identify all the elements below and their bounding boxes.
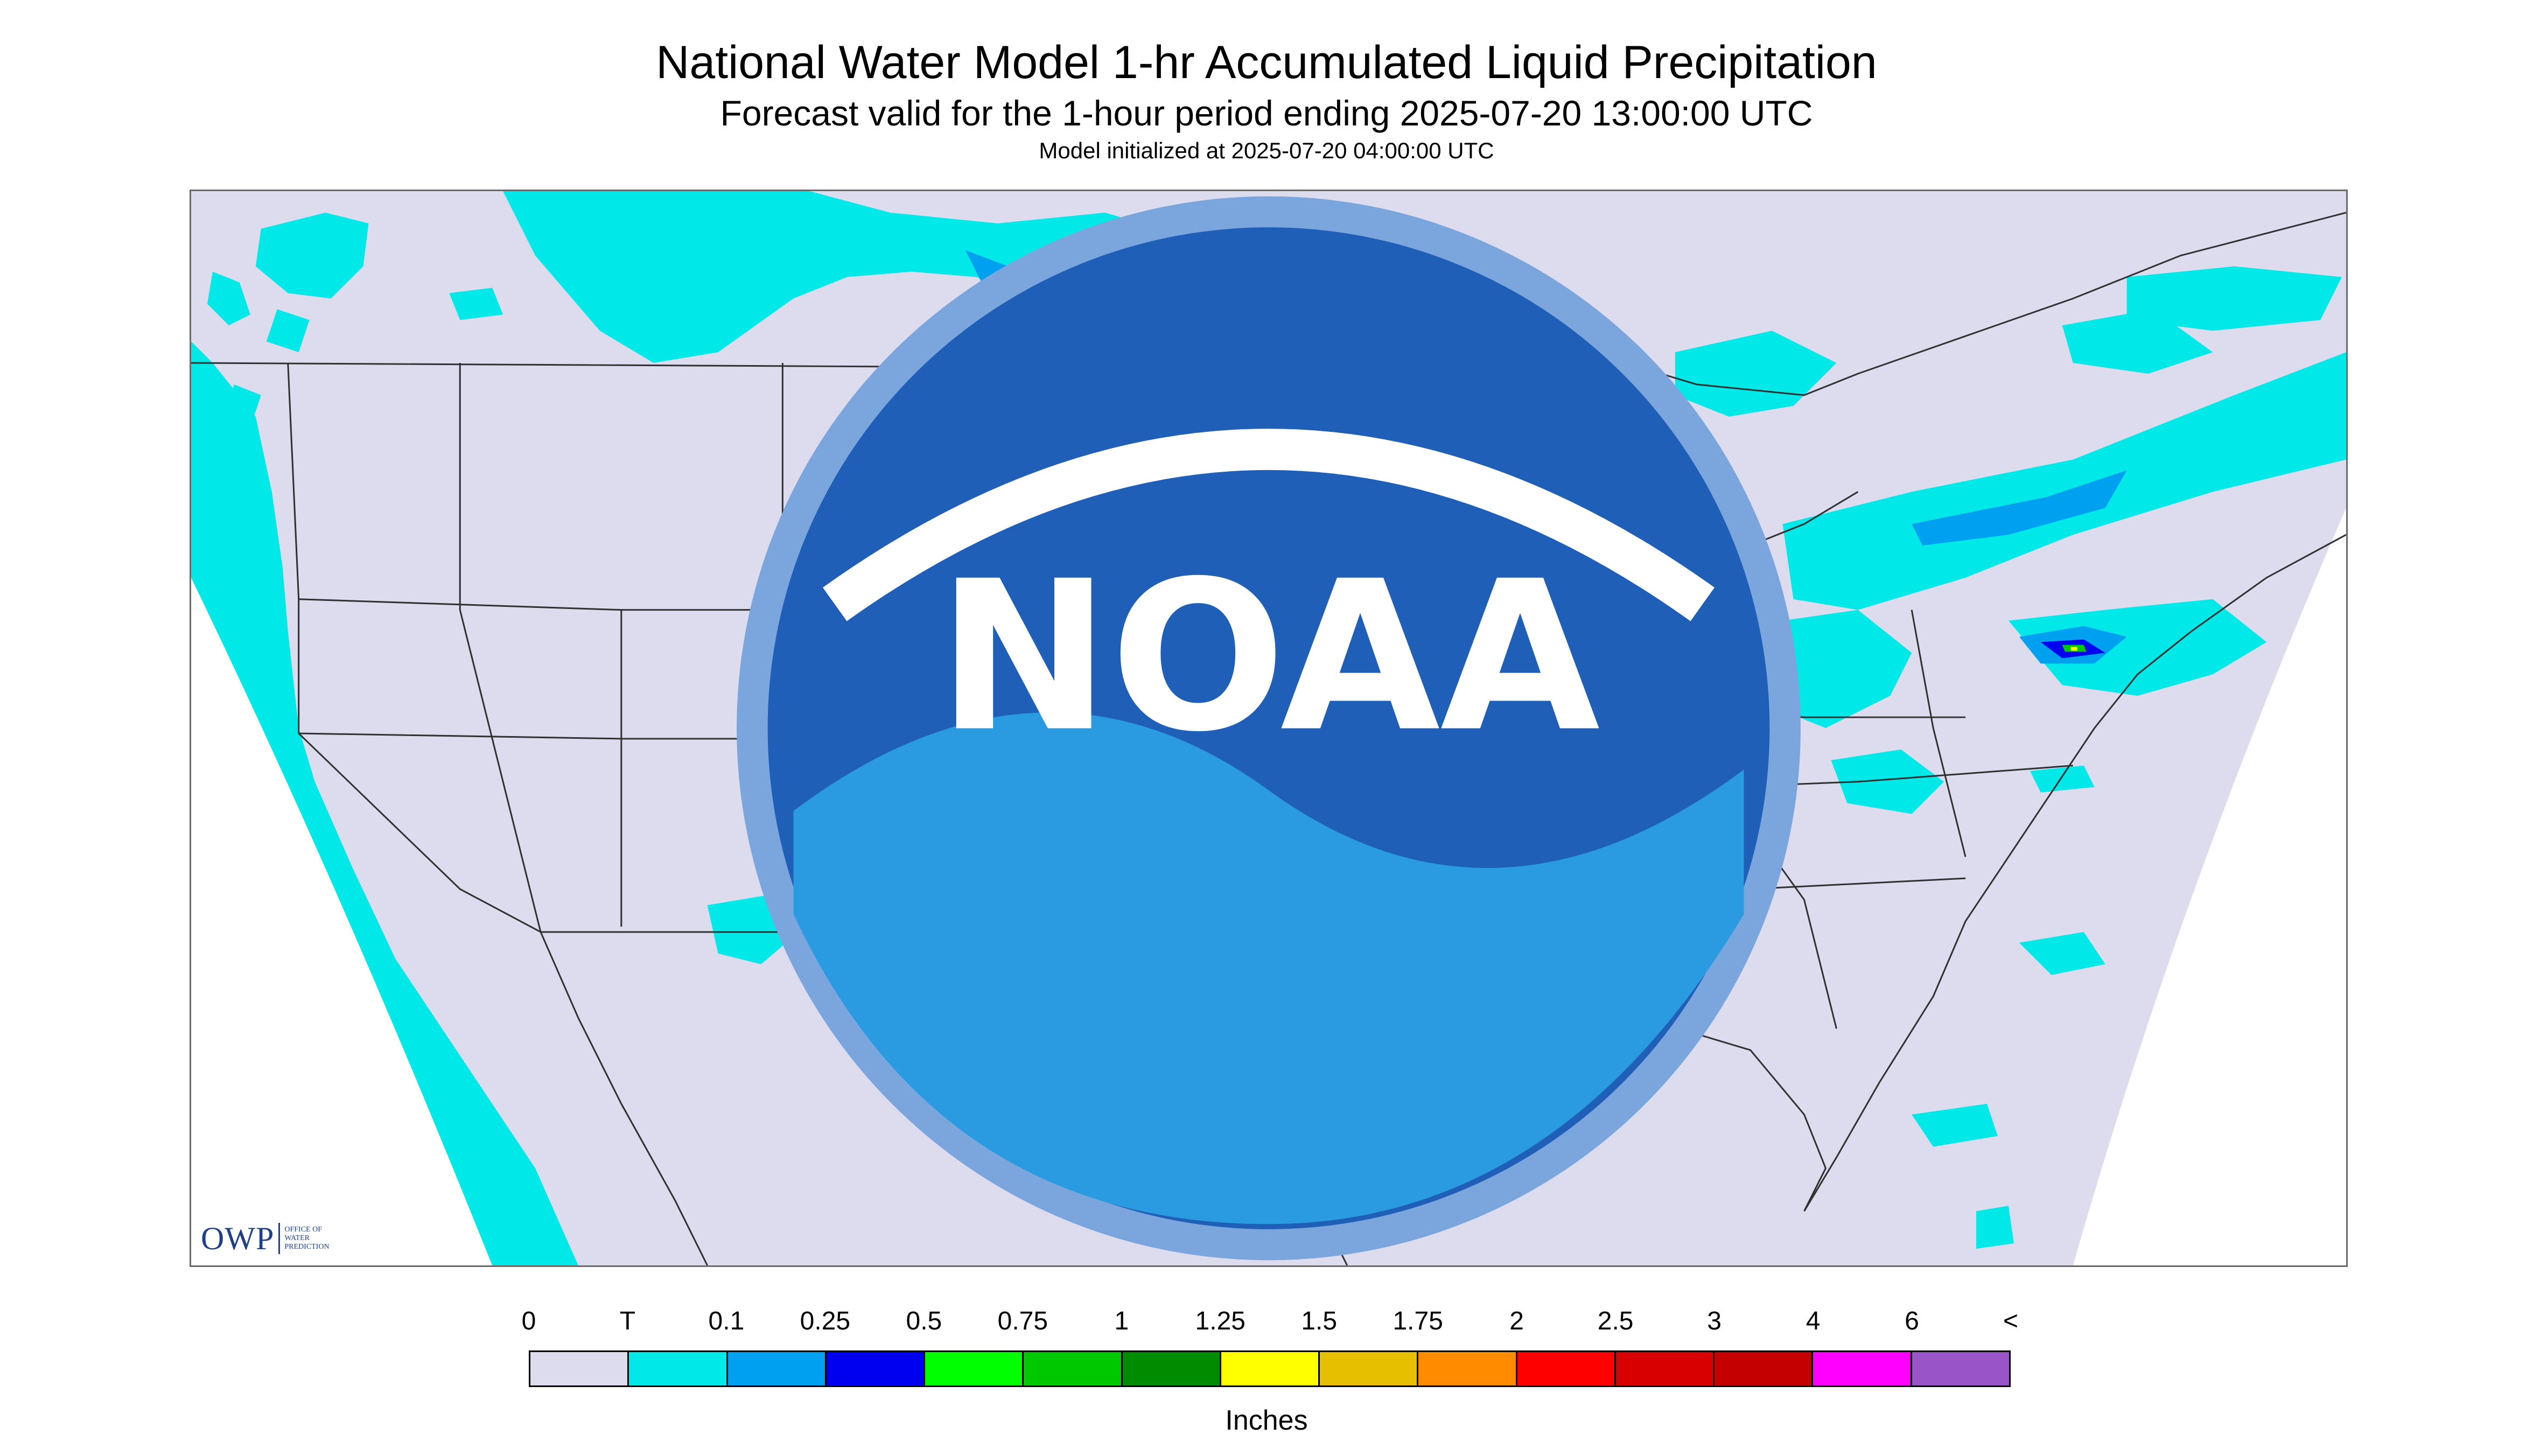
legend-tick-label: 2 bbox=[1509, 1307, 1524, 1335]
legend-tick-label: 0.5 bbox=[906, 1307, 942, 1335]
legend-tick-labels: 0 T 0.1 0.25 0.5 0.75 1 1.25 1.5 1.75 2 2.5 3 4 6 < bbox=[522, 1292, 2018, 1335]
legend-units: Inches bbox=[1225, 1405, 1308, 1436]
legend-tick-label: 1.5 bbox=[1301, 1307, 1338, 1335]
legend-tick-label: 4 bbox=[1806, 1307, 1821, 1335]
legend-swatch bbox=[1912, 1352, 2009, 1385]
precipitation-map: OWP Office of Water Prediction NOAA bbox=[190, 190, 2348, 1267]
legend-tick-label: 0.75 bbox=[997, 1307, 1048, 1335]
map-subtitle: Forecast valid for the 1-hour period end… bbox=[720, 93, 1813, 133]
legend-swatch bbox=[1320, 1352, 1419, 1385]
owp-logo-abbr: OWP bbox=[201, 1221, 275, 1256]
nw-canada-precip bbox=[255, 212, 503, 320]
legend-tick-label: 0.1 bbox=[708, 1307, 745, 1335]
northeast-precip-band bbox=[1782, 352, 2346, 610]
legend-tick-label: < bbox=[2003, 1307, 2019, 1335]
legend-swatch bbox=[1024, 1352, 1123, 1385]
legend-tick-label: 6 bbox=[1905, 1307, 1919, 1335]
legend-swatch bbox=[1813, 1352, 1912, 1385]
legend-swatch bbox=[1715, 1352, 1814, 1385]
legend-tick-label: 0.25 bbox=[800, 1307, 851, 1335]
legend-tick-label: T bbox=[619, 1307, 636, 1335]
owp-logo: OWP Office of Water Prediction bbox=[201, 1221, 333, 1256]
legend-swatch bbox=[1122, 1352, 1221, 1385]
legend-swatch bbox=[727, 1352, 827, 1385]
legend-swatch bbox=[1221, 1352, 1320, 1385]
noaa-logo: NOAA bbox=[737, 196, 1801, 1261]
legend-swatch bbox=[530, 1352, 629, 1385]
legend-swatch bbox=[1615, 1352, 1715, 1385]
atlantic-precip-cells bbox=[1912, 765, 2105, 1249]
legend-swatch bbox=[1517, 1352, 1616, 1385]
ontario-precip bbox=[1675, 266, 2342, 417]
owp-logo-name: Office of Water Prediction bbox=[284, 1226, 330, 1251]
map-title: National Water Model 1-hr Accumulated Li… bbox=[656, 37, 1877, 88]
northeast-precip-core bbox=[1912, 470, 2127, 546]
owp-logo-divider bbox=[278, 1223, 281, 1254]
legend-tick-label: 1.25 bbox=[1195, 1307, 1245, 1335]
legend-swatch bbox=[1418, 1352, 1517, 1385]
legend-tick-label: 1 bbox=[1114, 1307, 1129, 1335]
precip-legend: 0 T 0.1 0.25 0.5 0.75 1 1.25 1.5 1.75 2 2.5 3 4 6 < bbox=[522, 1292, 2018, 1400]
legend-swatch bbox=[925, 1352, 1024, 1385]
legend-swatch bbox=[629, 1352, 728, 1385]
legend-tick-label: 3 bbox=[1707, 1307, 1722, 1335]
model-init-time: Model initialized at 2025-07-20 04:00:00… bbox=[1039, 138, 1494, 163]
nyc-precip-max bbox=[2070, 647, 2077, 651]
noaa-logo-text: NOAA bbox=[937, 537, 1602, 777]
legend-tick-label: 2.5 bbox=[1597, 1307, 1634, 1335]
pacific-precip-speckle bbox=[207, 271, 310, 428]
legend-color-bar bbox=[529, 1350, 2011, 1387]
pacific-precip-band bbox=[191, 341, 578, 1265]
legend-tick-label: 1.75 bbox=[1393, 1307, 1443, 1335]
legend-swatch bbox=[826, 1352, 926, 1385]
legend-tick-label: 0 bbox=[521, 1307, 536, 1335]
ohio-valley-precip bbox=[1772, 599, 2267, 729]
